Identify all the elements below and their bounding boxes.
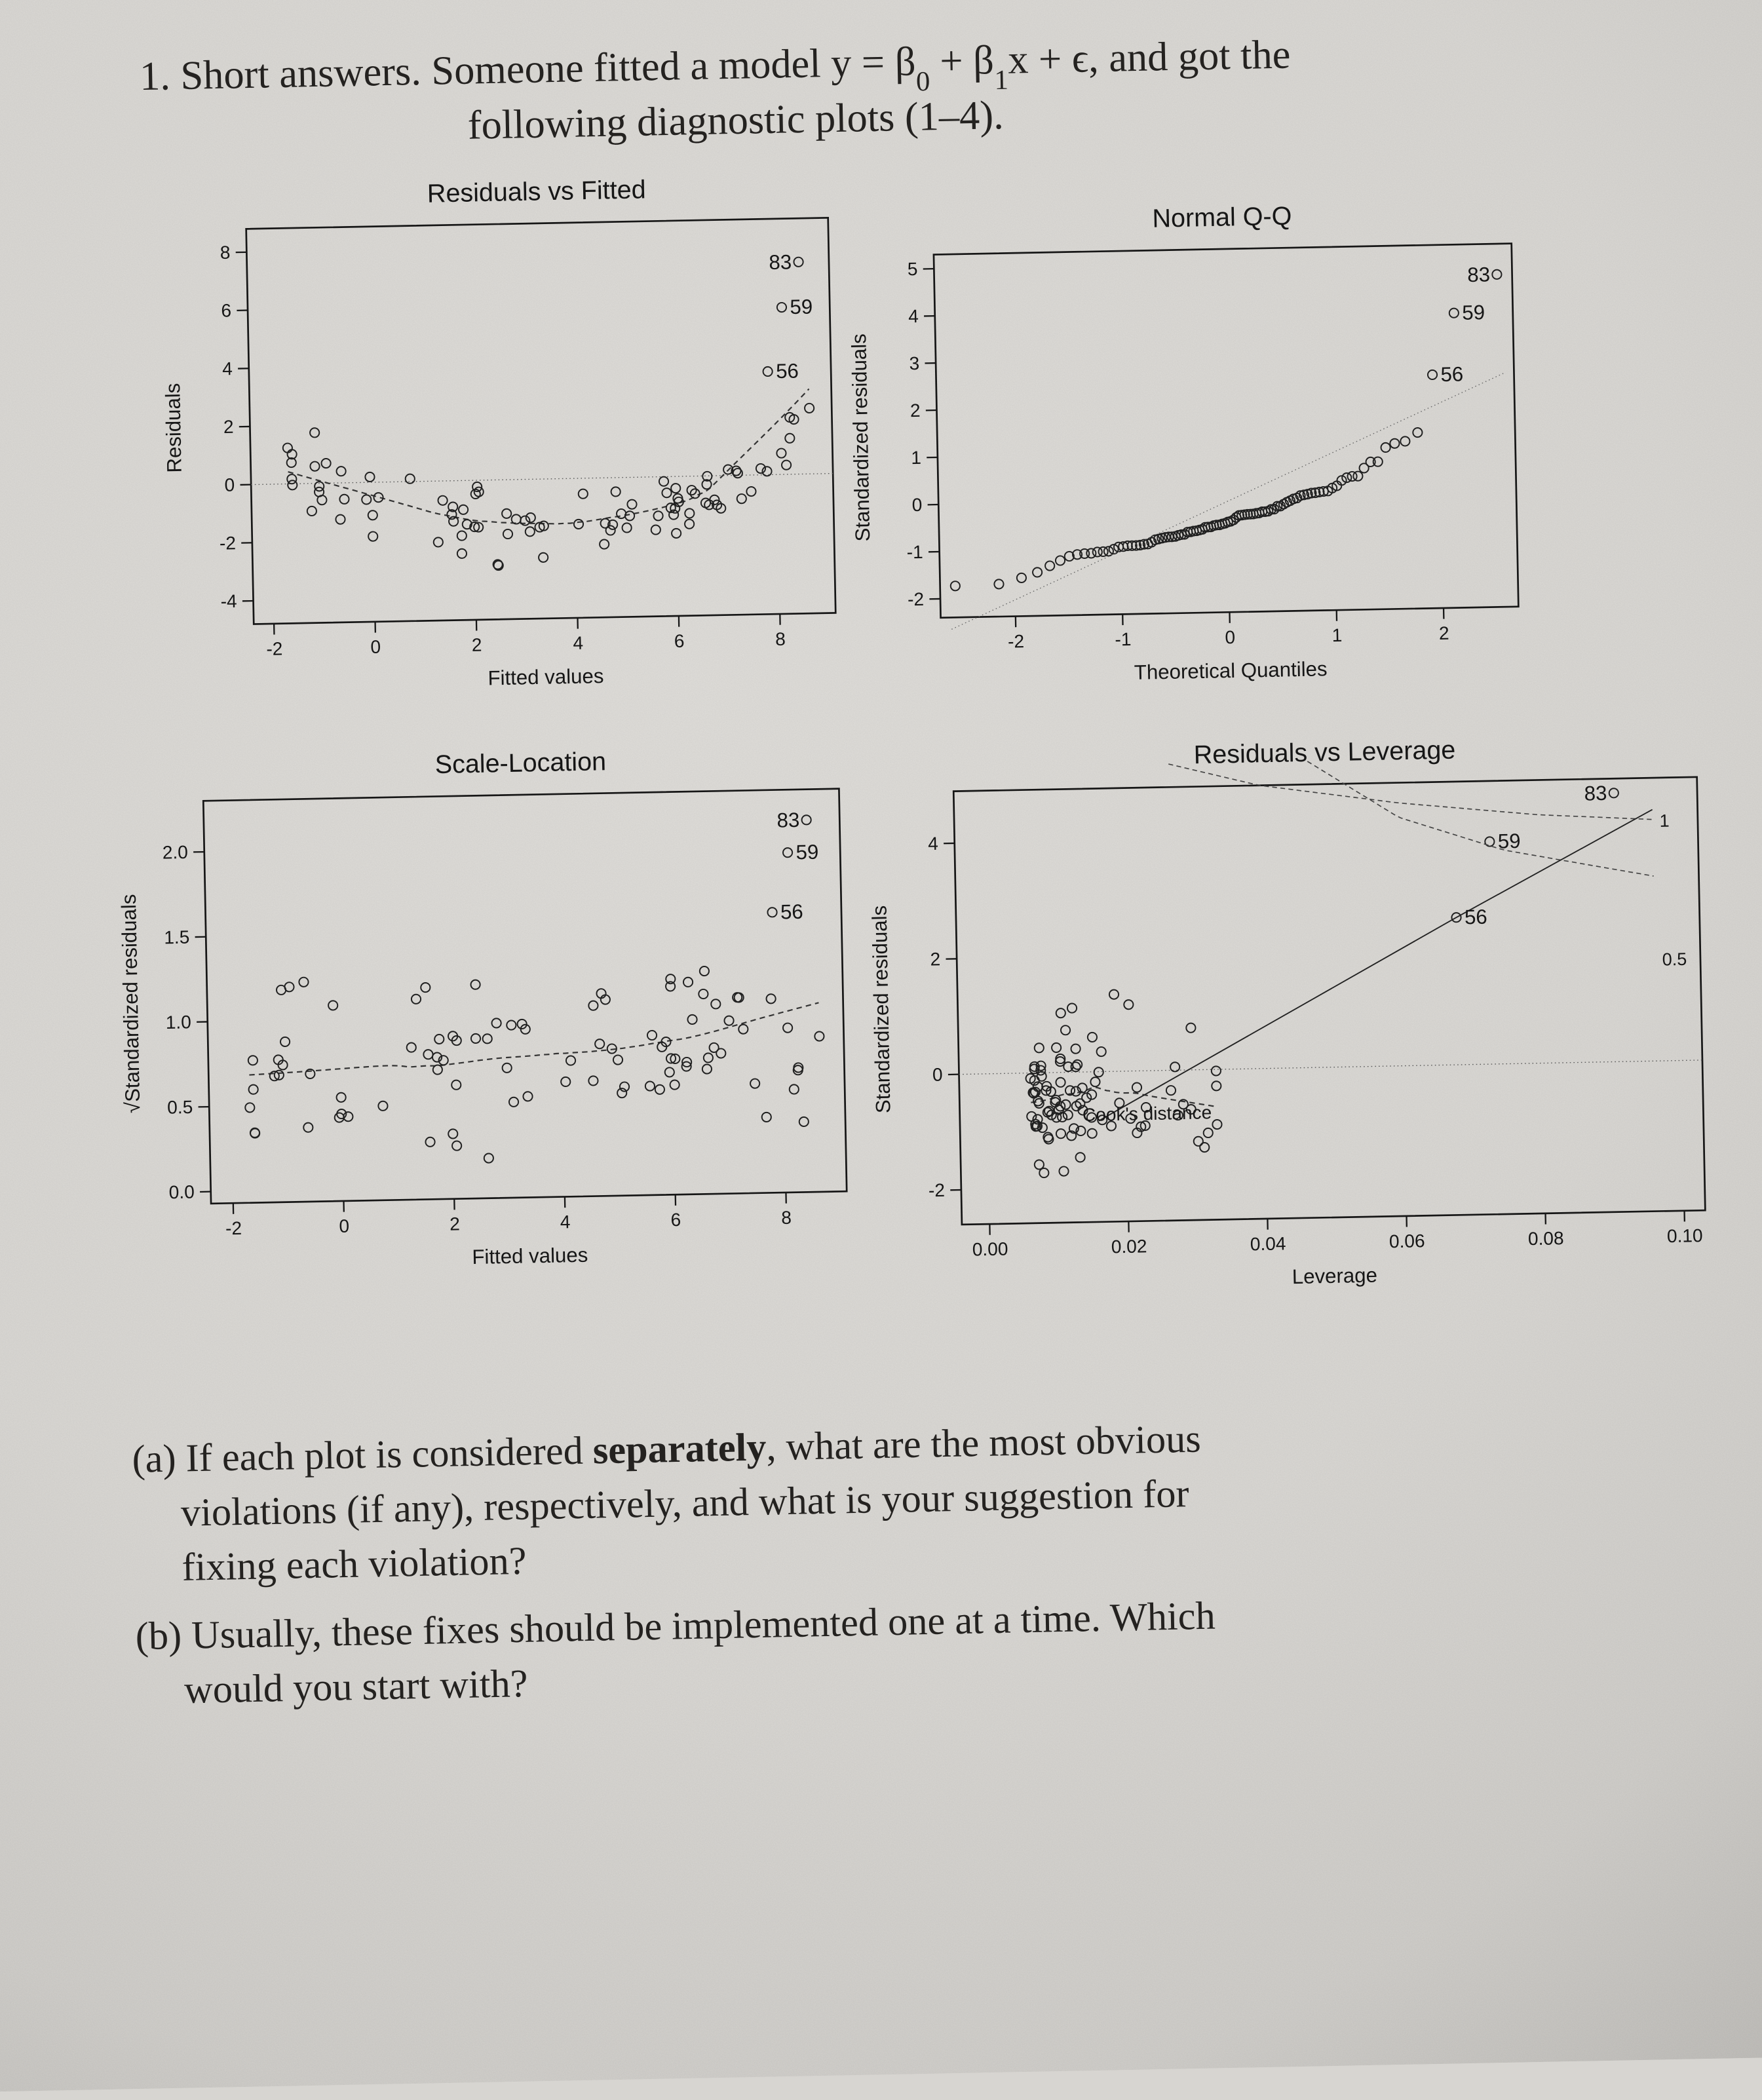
svg-text:59: 59 [1497, 830, 1520, 853]
svg-text:Fitted values: Fitted values [472, 1244, 588, 1269]
svg-text:5: 5 [907, 259, 917, 279]
svg-text:56: 56 [775, 359, 798, 383]
svg-text:2: 2 [930, 949, 940, 969]
svg-text:83: 83 [1584, 782, 1607, 805]
svg-text:-2: -2 [266, 638, 283, 659]
svg-text:would you start with?: would you start with? [183, 1662, 528, 1712]
svg-text:Standardized residuals: Standardized residuals [868, 906, 894, 1114]
svg-text:-1: -1 [1115, 629, 1132, 649]
svg-text:4: 4 [927, 833, 938, 854]
svg-text:Standardized residuals: Standardized residuals [847, 334, 874, 542]
svg-text:-1: -1 [906, 542, 923, 562]
svg-text:0.5: 0.5 [166, 1097, 193, 1118]
svg-text:0.5: 0.5 [1662, 949, 1687, 970]
svg-text:0.04: 0.04 [1250, 1233, 1286, 1254]
svg-text:59: 59 [790, 296, 813, 319]
svg-text:59: 59 [795, 841, 818, 864]
svg-text:6: 6 [221, 300, 231, 320]
svg-text:0: 0 [932, 1064, 942, 1084]
svg-text:0.0: 0.0 [168, 1181, 195, 1202]
svg-text:4: 4 [560, 1212, 570, 1232]
svg-text:56: 56 [780, 900, 803, 924]
svg-text:0: 0 [370, 637, 381, 657]
svg-text:Scale-Location: Scale-Location [434, 747, 606, 779]
svg-text:Theoretical Quantiles: Theoretical Quantiles [1134, 657, 1327, 684]
svg-text:2: 2 [910, 400, 920, 421]
svg-text:4: 4 [221, 358, 232, 379]
svg-text:2: 2 [223, 417, 233, 437]
svg-text:8: 8 [775, 629, 785, 649]
svg-text:Residuals vs Leverage: Residuals vs Leverage [1193, 736, 1455, 770]
svg-text:3: 3 [909, 353, 919, 373]
svg-text:0: 0 [339, 1216, 349, 1236]
svg-text:83: 83 [776, 809, 799, 832]
svg-text:-2: -2 [219, 533, 236, 553]
svg-text:√Standardized residuals: √Standardized residuals [117, 894, 144, 1113]
svg-text:8: 8 [220, 242, 230, 263]
svg-text:Leverage: Leverage [1292, 1264, 1377, 1288]
svg-text:1: 1 [1659, 811, 1670, 831]
svg-text:2.0: 2.0 [162, 842, 188, 863]
svg-text:-2: -2 [928, 1180, 945, 1200]
svg-text:6: 6 [670, 1210, 681, 1230]
svg-text:Cook's distance: Cook's distance [1082, 1102, 1212, 1125]
svg-text:Residuals vs Fitted: Residuals vs Fitted [427, 175, 645, 208]
svg-text:59: 59 [1461, 301, 1484, 324]
svg-text:Residuals: Residuals [161, 383, 186, 473]
svg-text:-2: -2 [225, 1218, 242, 1238]
svg-text:1.5: 1.5 [163, 927, 189, 948]
svg-text:1: 1 [911, 448, 921, 468]
svg-text:0.10: 0.10 [1666, 1225, 1702, 1246]
svg-text:0.02: 0.02 [1111, 1236, 1147, 1257]
svg-text:0: 0 [1225, 627, 1235, 647]
svg-text:4: 4 [573, 633, 583, 653]
svg-text:0: 0 [911, 495, 922, 515]
svg-text:83: 83 [1466, 263, 1489, 286]
svg-text:fixing each violation?: fixing each violation? [181, 1539, 526, 1590]
svg-text:2: 2 [449, 1213, 459, 1234]
svg-text:2: 2 [471, 635, 482, 655]
svg-text:8: 8 [781, 1208, 792, 1228]
svg-text:-2: -2 [1007, 631, 1024, 651]
svg-text:-2: -2 [907, 589, 924, 609]
svg-text:Normal Q-Q: Normal Q-Q [1152, 202, 1292, 233]
svg-text:0.00: 0.00 [972, 1238, 1008, 1259]
svg-text:Fitted values: Fitted values [488, 664, 603, 689]
svg-text:1.0: 1.0 [165, 1012, 191, 1033]
svg-text:4: 4 [908, 306, 918, 326]
svg-text:83: 83 [769, 250, 792, 274]
svg-text:0: 0 [224, 474, 235, 495]
svg-text:56: 56 [1440, 362, 1463, 386]
svg-text:-4: -4 [220, 591, 237, 611]
svg-text:6: 6 [674, 631, 684, 651]
svg-text:0.08: 0.08 [1527, 1228, 1563, 1249]
svg-text:0.06: 0.06 [1389, 1231, 1425, 1251]
svg-text:1: 1 [1331, 625, 1342, 645]
svg-text:56: 56 [1464, 906, 1487, 929]
svg-text:2: 2 [1438, 623, 1449, 643]
